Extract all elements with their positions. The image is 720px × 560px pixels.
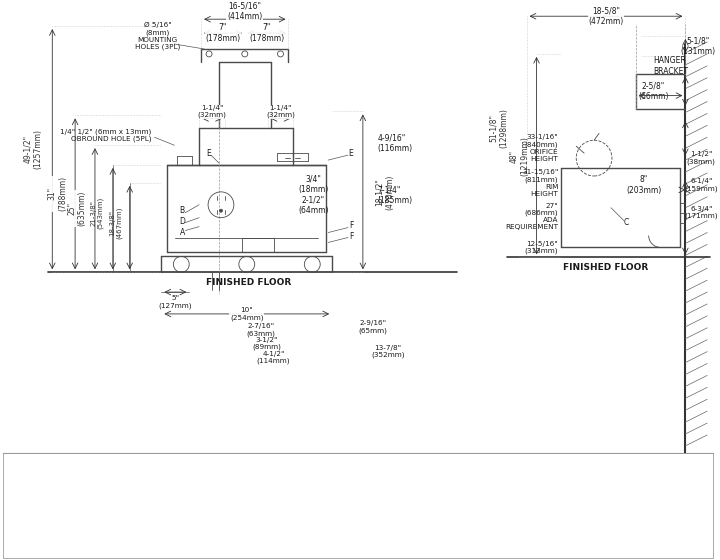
- Text: 1-1/2"
(38mm): 1-1/2" (38mm): [687, 151, 716, 165]
- Text: D: D: [179, 217, 185, 226]
- Text: REDUCE HEIGHT BY 3" FOR INSTALLATION OF CHILDREN'S ADA COOLER: REDUCE HEIGHT BY 3" FOR INSTALLATION OF …: [192, 459, 524, 468]
- Text: 27"
(686mm)
ADA
REQUIREMENT: 27" (686mm) ADA REQUIREMENT: [505, 203, 559, 230]
- Text: FINISHED FLOOR: FINISHED FLOOR: [563, 263, 649, 272]
- Text: B: B: [180, 206, 185, 215]
- Text: E: E: [207, 148, 212, 158]
- Text: D = Electrical Supply (3) Wire Recessed Box Duplex Outlet.: D = Electrical Supply (3) Wire Recessed …: [8, 508, 207, 515]
- Text: out from wall.: out from wall.: [8, 494, 55, 501]
- Bar: [3, 453, 713, 558]
- Text: wall.: wall.: [8, 522, 23, 528]
- Text: 21-3/8"
(543mm): 21-3/8" (543mm): [90, 197, 104, 229]
- Text: Note : New Installations Must Use Ground Fault Circuit Interrupter (GFCI). It is: Note : New Installations Must Use Ground…: [8, 536, 343, 543]
- Text: 3-1/2"
(89mm): 3-1/2" (89mm): [252, 337, 281, 351]
- Text: 6-3/4"
(171mm): 6-3/4" (171mm): [685, 206, 718, 220]
- Text: HANGER
BRACKET: HANGER BRACKET: [654, 56, 688, 76]
- Text: 8"
(203mm): 8" (203mm): [626, 175, 662, 195]
- Text: 12-5/16"
(313mm): 12-5/16" (313mm): [525, 241, 559, 254]
- Text: E = Insure proper ventilation by maintaining 6" (152mm) minimum clearance from c: E = Insure proper ventilation by maintai…: [8, 515, 352, 522]
- Text: A = Recommended Water Supply location. Shut-off Valve (not furnished) to accept : A = Recommended Water Supply location. S…: [8, 474, 351, 480]
- Text: FINISHED FLOOR: FINISHED FLOOR: [206, 278, 292, 287]
- Text: 7-1/4"
(185mm): 7-1/4" (185mm): [378, 185, 413, 204]
- Text: 49-1/2"
(1257mm): 49-1/2" (1257mm): [23, 129, 42, 169]
- Text: 7"
(178mm): 7" (178mm): [205, 24, 240, 43]
- Text: 1-1/4"
(32mm): 1-1/4" (32mm): [197, 105, 227, 118]
- Text: C: C: [624, 218, 629, 227]
- Text: A: A: [180, 228, 185, 237]
- Text: 5"
(127mm): 5" (127mm): [158, 295, 192, 309]
- Text: 18-5/8"
(472mm): 18-5/8" (472mm): [588, 7, 624, 26]
- Text: 16-5/16"
(414mm): 16-5/16" (414mm): [228, 2, 262, 21]
- Text: 51-1/8"
(1298mm): 51-1/8" (1298mm): [489, 109, 508, 148]
- Text: 18-1/2"
(470mm): 18-1/2" (470mm): [375, 174, 395, 209]
- Text: E: E: [348, 148, 354, 158]
- Text: 13-7/8"
(352mm): 13-7/8" (352mm): [371, 345, 405, 358]
- Text: B = Recommended Waste Outlet location. To accommodate 1-1/4" nominal drain. Drai: B = Recommended Waste Outlet location. T…: [8, 488, 359, 494]
- Text: 31-15/16"
(811mm)
RIM
HEIGHT: 31-15/16" (811mm) RIM HEIGHT: [522, 169, 559, 197]
- Text: LEGEND:: LEGEND:: [6, 466, 41, 472]
- Text: 3/4"
(18mm)
2-1/2"
(64mm): 3/4" (18mm) 2-1/2" (64mm): [298, 175, 328, 215]
- Text: that the circuit be dedicated and the load protection be sized for 20 amps.: that the circuit be dedicated and the lo…: [8, 543, 260, 549]
- Text: 4-9/16"
(116mm): 4-9/16" (116mm): [378, 133, 413, 153]
- Text: C = 1-1/4" Trap (not furnished).: C = 1-1/4" Trap (not furnished).: [8, 501, 114, 508]
- Text: 2-7/16"
(63mm): 2-7/16" (63mm): [246, 323, 275, 337]
- Text: 31"
(788mm): 31" (788mm): [48, 176, 67, 212]
- Text: 2-9/16"
(65mm): 2-9/16" (65mm): [359, 320, 387, 334]
- Text: F = 7/16" (11mm) Bolt Holes for fastening to wall.: F = 7/16" (11mm) Bolt Holes for fastenin…: [8, 529, 176, 536]
- Text: 1-1/4"
(32mm): 1-1/4" (32mm): [266, 105, 295, 118]
- Text: copper tube. Up to 3" (76mm) maximum out from wall.: copper tube. Up to 3" (76mm) maximum out…: [8, 480, 194, 487]
- Text: 48"
(1219mm): 48" (1219mm): [510, 136, 529, 176]
- Text: 2-5/8"
(66mm): 2-5/8" (66mm): [639, 82, 669, 101]
- Circle shape: [220, 209, 222, 212]
- Text: 6-1/4"
(159mm): 6-1/4" (159mm): [685, 178, 718, 192]
- Text: 5-1/8"
(131mm): 5-1/8" (131mm): [680, 36, 716, 55]
- Text: 1/4" 1/2" (6mm x 13mm)
OBROUND HOLE (5PL): 1/4" 1/2" (6mm x 13mm) OBROUND HOLE (5PL…: [60, 128, 151, 142]
- Text: 4-1/2"
(114mm): 4-1/2" (114mm): [257, 351, 290, 365]
- Text: F: F: [348, 232, 353, 241]
- Text: F: F: [348, 221, 353, 230]
- Text: 33-1/16"
(840mm)
ORIFICE
HEIGHT: 33-1/16" (840mm) ORIFICE HEIGHT: [525, 134, 559, 162]
- Text: Ø 5/16"
(8mm)
MOUNTING
HOLES (3PL): Ø 5/16" (8mm) MOUNTING HOLES (3PL): [135, 22, 180, 50]
- Text: 7"
(178mm): 7" (178mm): [249, 24, 284, 43]
- Text: 10"
(254mm): 10" (254mm): [230, 307, 264, 321]
- Text: 18-3/8"
(467mm): 18-3/8" (467mm): [109, 207, 122, 239]
- Text: 25"
(635mm): 25" (635mm): [68, 191, 87, 226]
